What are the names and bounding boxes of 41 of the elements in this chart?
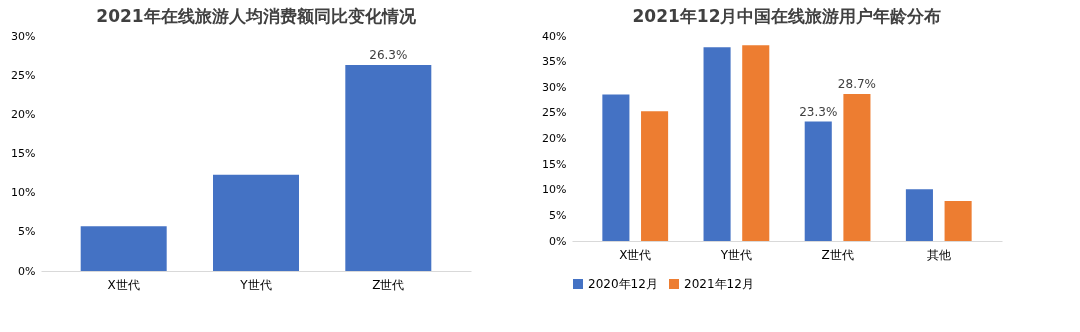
bar — [345, 64, 432, 271]
bar — [843, 93, 871, 241]
chart-title: 2021年12月中国在线旅游用户年龄分布 — [632, 6, 942, 26]
bar — [905, 189, 933, 241]
y-tick-label: 20% — [542, 132, 567, 145]
bar — [80, 226, 167, 271]
x-tick-label: X世代 — [107, 277, 140, 292]
x-tick-label: X世代 — [619, 247, 652, 262]
x-tick-label: Z世代 — [372, 277, 405, 292]
x-tick-label: 其他 — [926, 247, 951, 262]
y-tick-label: 15% — [11, 147, 36, 160]
chart-title: 2021年在线旅游人均消费额同比变化情况 — [96, 6, 417, 26]
y-tick-label: 0% — [18, 264, 36, 278]
y-tick-label: 30% — [11, 29, 36, 43]
y-tick-label: 5% — [18, 225, 36, 239]
bar — [742, 45, 770, 241]
y-tick-label: 35% — [542, 55, 567, 69]
y-tick-label: 20% — [11, 107, 36, 121]
y-tick-label: 10% — [11, 186, 36, 200]
y-tick-label: 10% — [542, 183, 567, 197]
y-tick-label: 0% — [549, 234, 567, 248]
legend-label: 2021年12月 — [684, 277, 754, 291]
bar — [804, 121, 832, 241]
bar — [944, 201, 972, 241]
bar — [602, 94, 630, 241]
bar — [703, 47, 731, 241]
x-tick-label: Y世代 — [719, 247, 753, 262]
y-tick-label: 30% — [542, 80, 567, 94]
bar — [213, 174, 299, 271]
y-tick-label: 25% — [542, 106, 567, 120]
legend-label: 2020年12月 — [588, 277, 658, 291]
data-label: 26.3% — [369, 47, 408, 62]
y-tick-label: 5% — [549, 208, 567, 222]
data-label: 28.7% — [837, 76, 876, 91]
data-label: 23.3% — [799, 104, 838, 119]
bar — [641, 111, 669, 241]
x-tick-label: Z世代 — [821, 247, 854, 262]
y-tick-label: 40% — [542, 29, 567, 43]
y-tick-label: 25% — [11, 68, 36, 82]
y-tick-label: 15% — [542, 157, 567, 171]
x-tick-label: Y世代 — [239, 277, 272, 292]
